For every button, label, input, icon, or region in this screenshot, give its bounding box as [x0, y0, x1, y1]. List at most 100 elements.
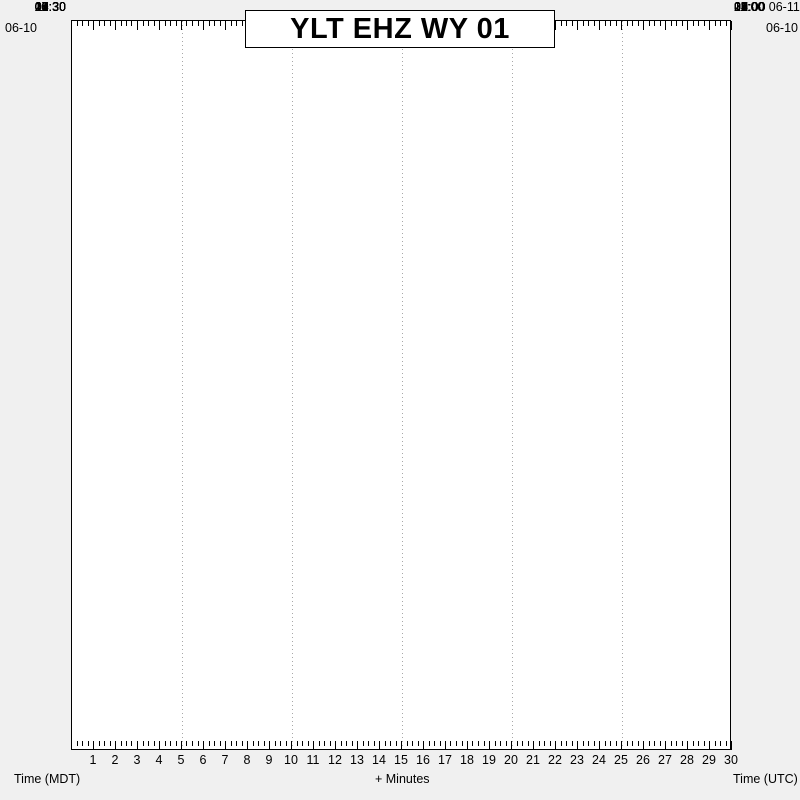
- right-axis-tick-label: 21:00: [734, 0, 766, 14]
- axis-tick: [715, 21, 716, 26]
- axis-tick: [682, 741, 683, 746]
- x-axis-tick-label: 7: [221, 753, 229, 767]
- right-axis-tick-label: 08:00: [734, 0, 766, 14]
- right-axis-tick-label: 22:00: [734, 0, 766, 14]
- axis-tick: [566, 21, 567, 26]
- axis-tick: [99, 21, 100, 26]
- axis-tick: [720, 21, 721, 26]
- axis-tick: [588, 21, 589, 26]
- axis-tick: [170, 741, 171, 746]
- left-axis-tick-label: 04:30: [34, 0, 66, 14]
- axis-tick: [599, 21, 600, 30]
- x-axis-tick-label: 10: [284, 753, 298, 767]
- x-axis-tick-label: 6: [199, 753, 207, 767]
- x-axis-right-label: Time (UTC): [733, 772, 798, 786]
- left-axis-tick-label: 22:30: [34, 0, 66, 14]
- axis-tick: [726, 741, 727, 746]
- axis-tick: [605, 741, 606, 746]
- axis-tick: [186, 741, 187, 746]
- x-axis-tick-label: 3: [133, 753, 141, 767]
- axis-tick: [511, 741, 512, 750]
- bottom-tick-bar: [71, 741, 732, 750]
- x-axis-tick-label: 4: [155, 753, 163, 767]
- axis-tick: [572, 21, 573, 26]
- left-axis-tick-label: 00:30: [34, 0, 66, 14]
- axis-tick: [242, 741, 243, 746]
- right-axis-tick-label: 23:00: [734, 0, 766, 14]
- axis-tick: [159, 21, 160, 30]
- axis-tick: [176, 21, 177, 26]
- axis-tick: [220, 741, 221, 746]
- axis-tick: [654, 741, 655, 746]
- axis-tick: [121, 21, 122, 26]
- axis-tick: [638, 741, 639, 746]
- left-axis-tick-label: 17:30: [34, 0, 66, 14]
- x-axis-tick-label: 23: [570, 753, 584, 767]
- axis-tick: [99, 741, 100, 746]
- axis-tick: [352, 741, 353, 746]
- axis-tick: [148, 741, 149, 746]
- axis-tick: [379, 741, 380, 750]
- axis-tick: [533, 741, 534, 750]
- axis-tick: [594, 741, 595, 746]
- right-axis-tick-label: 16:00: [734, 0, 766, 14]
- axis-tick: [632, 741, 633, 746]
- axis-tick: [698, 741, 699, 746]
- axis-tick: [583, 21, 584, 26]
- axis-tick: [181, 21, 182, 30]
- left-axis-tick-label: 01:30: [34, 0, 66, 14]
- axis-tick: [484, 741, 485, 746]
- left-axis-date: 06-10: [5, 21, 37, 35]
- axis-tick: [198, 21, 199, 26]
- axis-tick: [407, 741, 408, 746]
- axis-tick: [104, 741, 105, 746]
- axis-tick: [687, 21, 688, 30]
- axis-tick: [412, 741, 413, 746]
- right-axis-tick-label: 19:00: [734, 0, 766, 14]
- right-axis-tick-label: 11:00: [734, 0, 765, 14]
- axis-tick: [649, 741, 650, 746]
- left-axis-tick-label: 03:30: [34, 0, 66, 14]
- left-axis-tick-label: 08:30: [34, 0, 66, 14]
- axis-tick: [264, 741, 265, 746]
- axis-tick: [676, 21, 677, 26]
- x-axis-tick-label: 11: [306, 753, 320, 767]
- axis-tick: [324, 741, 325, 746]
- axis-tick: [225, 21, 226, 30]
- axis-tick: [450, 741, 451, 746]
- axis-tick: [577, 21, 578, 30]
- right-axis-tick-label: 01:00: [734, 0, 766, 14]
- axis-tick: [231, 21, 232, 26]
- x-axis-tick-label: 13: [350, 753, 364, 767]
- axis-tick: [544, 741, 545, 746]
- left-axis-tick-label: 21:30: [34, 0, 66, 14]
- axis-tick: [456, 741, 457, 746]
- seismogram-plot[interactable]: [71, 20, 731, 750]
- axis-tick: [247, 741, 248, 750]
- right-axis-tick-label: 04:00: [734, 0, 766, 14]
- axis-tick: [242, 21, 243, 26]
- axis-tick: [472, 741, 473, 746]
- seismic-traces: [72, 21, 730, 749]
- axis-tick: [506, 741, 507, 746]
- axis-tick: [214, 741, 215, 746]
- axis-tick: [429, 741, 430, 746]
- axis-tick: [104, 21, 105, 26]
- axis-tick: [192, 21, 193, 26]
- axis-tick: [374, 741, 375, 746]
- axis-tick: [203, 21, 204, 30]
- x-axis-tick-label: 14: [372, 753, 386, 767]
- axis-tick: [693, 741, 694, 746]
- axis-tick: [462, 741, 463, 746]
- axis-tick: [236, 741, 237, 746]
- x-axis-tick-label: 30: [724, 753, 738, 767]
- axis-tick: [665, 741, 666, 750]
- axis-tick: [522, 741, 523, 746]
- axis-tick: [660, 21, 661, 26]
- left-axis-tick-label: 13:30: [34, 0, 66, 14]
- axis-tick: [143, 21, 144, 26]
- chart-title-box: YLT EHZ WY 01: [245, 10, 555, 48]
- right-axis-tick-label: 02:00: [734, 0, 766, 14]
- axis-tick: [225, 741, 226, 750]
- axis-tick: [709, 741, 710, 750]
